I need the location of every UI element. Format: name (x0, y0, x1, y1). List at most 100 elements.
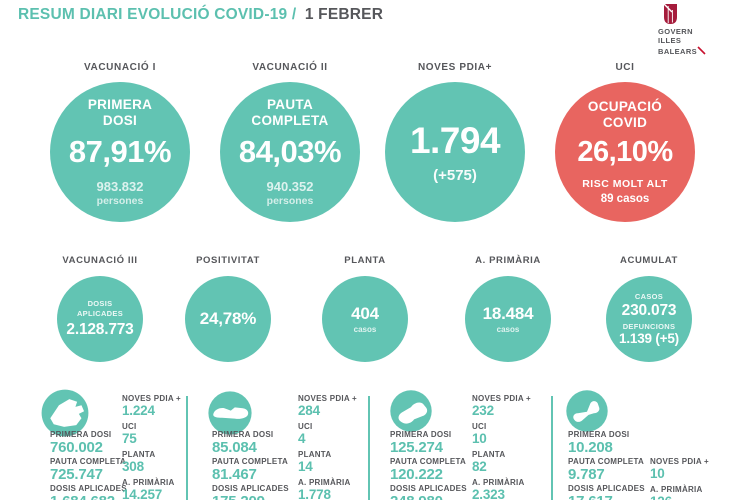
logo-line-3: BALEARS (658, 46, 728, 56)
stat: A. PRIMÀRIA 14.257 (122, 478, 202, 500)
panel-header: VACUNACIÓ II (252, 62, 328, 73)
stat-value: 2.323 (472, 487, 505, 500)
circle-value: 1.139 (+5) (619, 331, 679, 347)
stat-value: 10 (472, 431, 487, 446)
page-title-main: RESUM DIARI EVOLUCIÓ COVID-19 / (18, 6, 297, 23)
column-divider (368, 396, 370, 500)
circle-unit: casos (353, 325, 377, 334)
logo-line-2: ILLES (658, 36, 682, 46)
stat: PLANTA 82 (472, 450, 552, 474)
stat-value: 232 (472, 403, 494, 418)
planta-circle: 404 casos (322, 276, 408, 362)
logo-text: GOVERN ILLES BALEARS (658, 27, 728, 56)
stat-label: PRIMERA DOSI (50, 430, 112, 439)
stat: A. PRIMÀRIA126 (650, 485, 730, 500)
logo-line-1: GOVERN (658, 27, 693, 36)
stat-value: 175.209 (212, 494, 296, 500)
stat-value: 125.274 (390, 439, 443, 456)
a-primaria-circle: 18.484 casos (465, 276, 551, 362)
eivissa-island-icon (390, 390, 432, 432)
stat-value: 4 (298, 431, 306, 446)
circle-title: DOSI (102, 112, 138, 128)
island-case-stats: NOVES PDIA +10 A. PRIMÀRIA126 (650, 457, 730, 500)
stat: UCI 4 (298, 422, 378, 446)
stat: PAUTA COMPLETA 725.747 (50, 457, 134, 482)
panel-vacunacio-1: VACUNACIÓ I PRIMERA DOSI 87,91% 983.832 … (50, 62, 190, 222)
stat-value: 126 (650, 495, 730, 500)
risk-level-label: RISC MOLT ALT (582, 177, 668, 190)
stat-value: 120.222 (390, 466, 443, 483)
stat: NOVES PDIA +284 (298, 394, 378, 418)
island-case-stats: NOVES PDIA +1.224 UCI 75 PLANTA 308 A. PRI… (122, 394, 202, 500)
column-divider (551, 396, 553, 500)
stat-value: 85.084 (212, 439, 257, 456)
govern-illes-balears-logo: GOVERN ILLES BALEARS (658, 4, 728, 56)
stat: NOVES PDIA +10 (650, 457, 730, 481)
panel-vacunacio-3: VACUNACIÓ III DOSIS APLICADES 2.128.773 (25, 255, 175, 362)
stat: PLANTA 14 (298, 450, 378, 474)
stat: PRIMERA DOSI 10.208 (568, 430, 652, 455)
circle-label: DOSIS (87, 299, 113, 309)
island-section-mallorca: PRIMERA DOSI 760.002 PAUTA COMPLETA 725.74… (35, 385, 203, 500)
stat: DOSIS APLICADES248.980 (390, 484, 474, 500)
island-vaccination-stats: PRIMERA DOSI 125.274 PAUTA COMPLETA 120.22… (390, 430, 474, 500)
stat-value: 9.787 (568, 466, 605, 483)
island-vaccination-stats: PRIMERA DOSI 760.002 PAUTA COMPLETA 725.74… (50, 430, 134, 500)
acumulat-circle: CASOS 230.073 DEFUNCIONS 1.139 (+5) (606, 276, 692, 362)
panel-noves-pdia: NOVES PDIA+ 1.794 (+575) (385, 62, 525, 222)
formentera-island-icon (566, 390, 608, 432)
panel-acumulat: ACUMULAT CASOS 230.073 DEFUNCIONS 1.139 … (574, 255, 724, 362)
stat: A. PRIMÀRIA 1.778 (298, 478, 378, 500)
stat-label: PLANTA (298, 450, 332, 459)
circle-label: APLICADES (76, 309, 124, 318)
stat: NOVES PDIA +232 (472, 394, 552, 418)
panel-header: VACUNACIÓ III (62, 255, 138, 266)
stat-value: 725.747 (50, 466, 103, 483)
circle-title: OCUPACIÓ (587, 99, 663, 115)
circle-title: COVID (602, 114, 648, 130)
circle-count: 940.352 (266, 178, 314, 194)
stat-label: UCI (122, 422, 137, 431)
stat-value: 10.208 (568, 439, 613, 456)
uci-occupation-circle: OCUPACIÓ COVID 26,10% RISC MOLT ALT 89 c… (555, 82, 695, 222)
pauta-completa-circle: PAUTA COMPLETA 84,03% 940.352 persones (220, 82, 360, 222)
stat-value: 14.257 (122, 487, 163, 500)
stat-value: 82 (472, 459, 487, 474)
circle-value: 24,78% (199, 309, 257, 328)
stat-label: PLANTA (472, 450, 506, 459)
circle-label: CASOS (634, 291, 664, 301)
circle-unit: persones (266, 194, 314, 207)
dosis-aplicades-circle: DOSIS APLICADES 2.128.773 (57, 276, 143, 362)
island-case-stats: NOVES PDIA +284 UCI 4 PLANTA 14 A. PRIMÀRI… (298, 394, 378, 500)
stat-label: PRIMERA DOSI (568, 430, 630, 439)
circle-title: PAUTA (267, 97, 313, 113)
circle-value: 84,03% (238, 133, 342, 169)
circle-label: DEFUNCIONS (622, 321, 676, 331)
stat-value: 81.467 (212, 466, 257, 483)
panel-a-primaria: A. PRIMÀRIA 18.484 casos (433, 255, 583, 362)
column-divider (186, 396, 188, 500)
island-vaccination-stats: PRIMERA DOSI 85.084 PAUTA COMPLETA 81.467 … (212, 430, 296, 500)
stat-label: NOVES PDIA + (650, 457, 709, 466)
stat-label: NOVES PDIA + (298, 394, 357, 403)
stat: PAUTA COMPLETA 9.787 (568, 457, 652, 482)
stat-label: NOVES PDIA + (122, 394, 181, 403)
circle-title: COMPLETA (251, 112, 329, 128)
stat: PRIMERA DOSI 85.084 (212, 430, 296, 455)
panel-header: PLANTA (344, 255, 386, 266)
island-vaccination-stats: PRIMERA DOSI 10.208 PAUTA COMPLETA 9.787 D… (568, 430, 652, 500)
stat-label: A. PRIMÀRIA (650, 485, 703, 494)
panel-header: POSITIVITAT (196, 255, 260, 266)
panel-header: UCI (615, 62, 635, 73)
islands-section: PRIMERA DOSI 760.002 PAUTA COMPLETA 725.74… (0, 385, 730, 500)
stat-label: UCI (298, 422, 313, 431)
circle-value: 230.073 (621, 301, 677, 319)
island-section-eivissa: PRIMERA DOSI 125.274 PAUTA COMPLETA 120.22… (378, 385, 546, 500)
island-section-menorca: PRIMERA DOSI 85.084 PAUTA COMPLETA 81.467 … (198, 385, 366, 500)
stat-value: 284 (298, 403, 320, 418)
circle-value: 1.794 (409, 120, 501, 161)
stat: PRIMERA DOSI 125.274 (390, 430, 474, 455)
circle-value: 26,10% (577, 135, 673, 168)
circle-unit: persones (96, 194, 144, 207)
circle-value: 87,91% (68, 133, 172, 169)
